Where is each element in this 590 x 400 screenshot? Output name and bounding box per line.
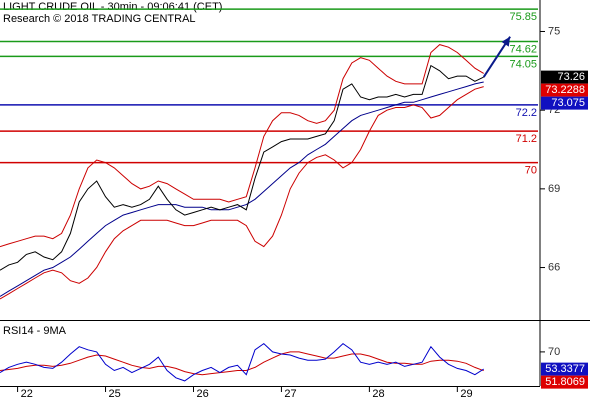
series-line	[0, 81, 484, 297]
price-marker-label: 53.3377	[545, 363, 585, 375]
level-label: 74.62	[509, 43, 537, 55]
price-marker	[541, 70, 588, 84]
series-line	[0, 86, 484, 300]
y-tick-label: 75	[548, 25, 560, 37]
series-line	[0, 64, 484, 271]
price-marker	[541, 362, 588, 376]
x-tick-label: 22	[21, 388, 33, 400]
chart-title: LIGHT CRUDE OIL - 30min - 09:06:41 (CET)	[3, 1, 222, 13]
price-marker	[541, 83, 588, 97]
level-label: 74.05	[509, 58, 537, 70]
level-label: 70	[525, 165, 537, 177]
level-label: 75.85	[509, 11, 537, 23]
panel-title: RSI14 - 9MA	[3, 325, 67, 337]
series-line	[0, 342, 484, 382]
price-marker	[541, 96, 588, 110]
x-tick-label: 25	[109, 388, 121, 400]
price-marker-label: 73.2288	[545, 84, 585, 96]
x-tick-label: 29	[460, 388, 472, 400]
level-label: 71.2	[516, 133, 537, 145]
chart-subtitle: Research © 2018 TRADING CENTRAL	[3, 13, 196, 25]
price-marker-label: 73.075	[551, 97, 585, 109]
y-tick-label: 70	[548, 346, 560, 358]
level-label: 72.2	[516, 107, 537, 119]
price-marker	[541, 375, 588, 389]
y-tick-label: 69	[548, 183, 560, 195]
series-line	[0, 44, 484, 248]
y-tick-label: 66	[548, 261, 560, 273]
price-marker-label: 51.8069	[545, 376, 585, 388]
projection-arrowhead	[501, 36, 511, 47]
x-tick-label: 28	[372, 388, 384, 400]
x-tick-label: 26	[196, 388, 208, 400]
price-marker-label: 73.26	[557, 71, 585, 83]
x-tick-label: 27	[284, 388, 296, 400]
